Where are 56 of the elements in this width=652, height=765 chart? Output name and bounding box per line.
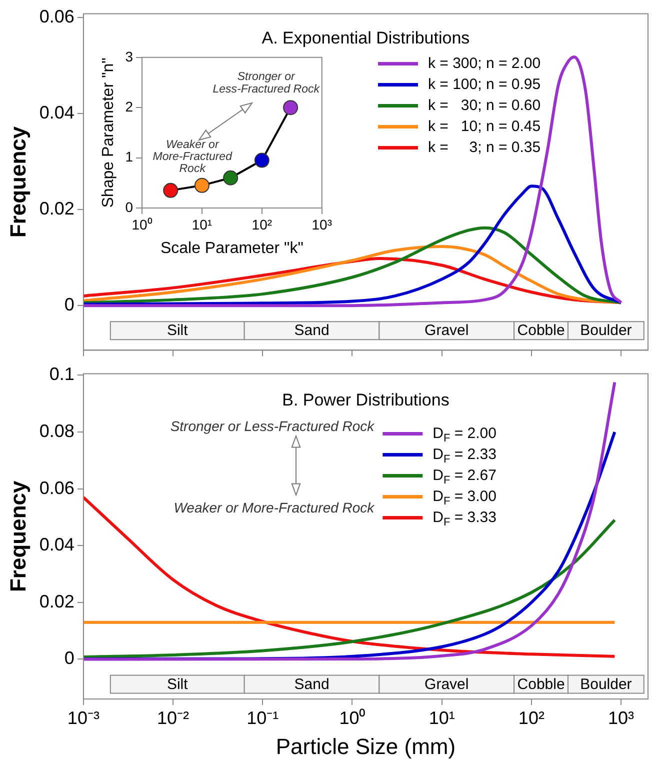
x-axis-title: Scale Parameter "k" (160, 240, 304, 257)
y-tick-label: 0.1 (49, 364, 74, 384)
x-tick-label: 10² (518, 708, 544, 728)
x-tick-label: 10¹ (192, 216, 212, 232)
band-label: Silt (166, 676, 189, 693)
y-tick-label: 0 (64, 648, 74, 668)
x-tick-label: 10² (252, 216, 272, 232)
x-tick-label: 10⁻³ (67, 708, 100, 728)
point (254, 152, 270, 168)
y-tick-label: 0.02 (39, 198, 74, 219)
band-label: Sand (294, 322, 330, 340)
text: A. Exponential Distributions (262, 28, 470, 48)
annotation: Stronger or Less-Fractured Rock (170, 418, 376, 434)
point (163, 182, 178, 198)
x-tick-label: 10⁻² (157, 708, 190, 728)
y-tick-label: 2 (125, 98, 134, 114)
x-tick-label: 10⁰ (339, 708, 366, 728)
band-label: Gravel (424, 322, 469, 340)
y-axis-title: Shape Parameter "n" (100, 58, 118, 208)
x-tick-label: 10⁰ (132, 216, 152, 232)
y-tick-label: 1 (125, 148, 134, 165)
legend-label: k = 10; n = 0.45 (428, 118, 541, 135)
band-label: Boulder (580, 322, 632, 340)
x-tick-label: 10¹ (428, 708, 455, 728)
band-label: Gravel (424, 676, 469, 693)
point (194, 178, 210, 193)
band-label: Sand (294, 676, 330, 693)
y-axis-title: Frequency (5, 480, 30, 592)
y-tick-label: 0.04 (39, 102, 74, 123)
x-axis-title: Particle Size (mm) (276, 734, 456, 759)
band-label: Boulder (580, 676, 632, 693)
band-label: Silt (166, 322, 189, 340)
band-label: Cobble (517, 322, 565, 340)
annotation: Weaker or More-Fractured Rock (174, 500, 376, 516)
y-tick-label: 0.08 (39, 420, 74, 441)
legend-label: k = 3; n = 0.35 (428, 138, 541, 156)
x-tick-label: 10³ (608, 708, 634, 728)
legend-label: k = 30; n = 0.60 (428, 96, 541, 114)
y-tick-label: 0.02 (39, 591, 74, 612)
annotation: Stronger or Less-Fractured Rock (212, 71, 321, 96)
y-tick-label: 0.04 (39, 534, 74, 555)
text: B. Power Distributions (282, 390, 450, 410)
y-axis-title: Frequency (5, 126, 30, 238)
y-tick-label: 3 (125, 48, 134, 64)
y-tick-label: 0 (125, 198, 134, 215)
x-tick-label: 10³ (312, 216, 332, 232)
point (283, 100, 298, 116)
annotation: Weaker or More-Fractured Rock (152, 138, 233, 176)
legend-label: k = 300; n = 2.00 (428, 54, 541, 72)
y-tick-label: 0.06 (39, 478, 74, 498)
y-tick-label: 0.06 (39, 6, 74, 27)
point (223, 170, 238, 186)
y-tick-label: 0 (64, 294, 74, 315)
x-tick-label: 10⁻¹ (246, 708, 279, 728)
legend-label: k = 100; n = 0.95 (428, 76, 541, 93)
band-label: Cobble (517, 676, 565, 693)
